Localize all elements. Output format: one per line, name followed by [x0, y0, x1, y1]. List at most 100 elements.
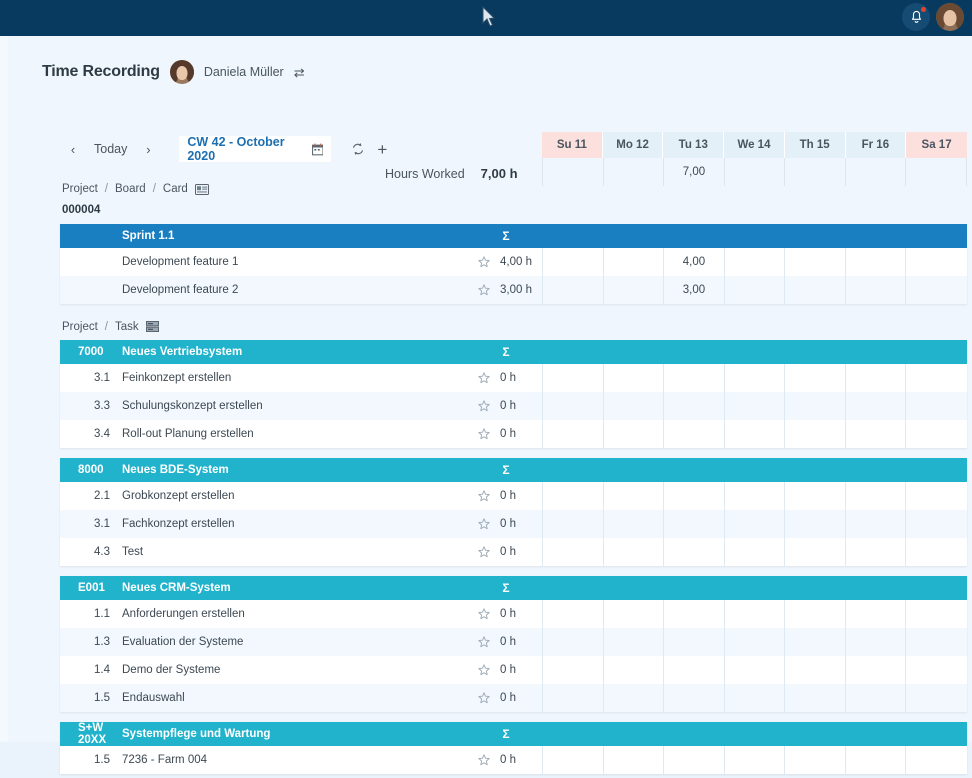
previous-week-button[interactable]: ‹	[60, 137, 86, 161]
favorite-star-icon[interactable]	[478, 608, 490, 620]
table-row[interactable]: 4.3Test0 h	[60, 538, 967, 566]
day-cell-5[interactable]	[846, 656, 907, 684]
favorite-star-icon[interactable]	[478, 518, 490, 530]
day-cell-3[interactable]	[725, 746, 786, 774]
section-header[interactable]: E001Neues CRM-SystemΣ	[60, 576, 967, 600]
section-header[interactable]: Sprint 1.1Σ	[60, 224, 967, 248]
table-row[interactable]: 1.57236 - Farm 0040 h	[60, 746, 967, 774]
day-cell-0[interactable]	[543, 600, 604, 628]
favorite-toggle[interactable]	[470, 256, 498, 268]
refresh-button[interactable]	[349, 140, 367, 158]
day-cell-6[interactable]	[906, 392, 967, 420]
day-cell-2[interactable]	[664, 628, 725, 656]
day-cell-0[interactable]	[543, 510, 604, 538]
day-cell-4[interactable]	[785, 746, 846, 774]
day-cell-0[interactable]	[543, 364, 604, 392]
day-cell-1[interactable]	[604, 482, 665, 510]
day-cell-4[interactable]	[785, 510, 846, 538]
day-cell-0[interactable]	[543, 746, 604, 774]
day-cell-4[interactable]	[785, 420, 846, 448]
day-cell-1[interactable]	[604, 538, 665, 566]
table-row[interactable]: 1.3Evaluation der Systeme0 h	[60, 628, 967, 656]
day-cell-4[interactable]	[785, 684, 846, 712]
day-cell-3[interactable]	[725, 248, 786, 276]
day-cell-6[interactable]	[906, 684, 967, 712]
favorite-star-icon[interactable]	[478, 754, 490, 766]
day-cell-1[interactable]	[604, 656, 665, 684]
navbar-avatar[interactable]	[936, 3, 964, 31]
day-header-0[interactable]: Su 11	[542, 132, 603, 158]
day-cell-2[interactable]	[664, 684, 725, 712]
breadcrumb-item-board[interactable]: Board	[115, 183, 146, 195]
day-cell-1[interactable]	[604, 420, 665, 448]
favorite-toggle[interactable]	[470, 284, 498, 296]
day-cell-0[interactable]	[543, 482, 604, 510]
next-week-button[interactable]: ›	[135, 137, 161, 161]
breadcrumb-item-card[interactable]: Card	[163, 183, 188, 195]
favorite-toggle[interactable]	[470, 608, 498, 620]
day-cell-3[interactable]	[725, 656, 786, 684]
day-cell-5[interactable]	[846, 538, 907, 566]
day-cell-1[interactable]	[604, 248, 665, 276]
user-avatar[interactable]	[170, 60, 194, 84]
day-cell-5[interactable]	[846, 420, 907, 448]
day-cell-2[interactable]	[664, 746, 725, 774]
day-cell-4[interactable]	[785, 628, 846, 656]
day-cell-2[interactable]	[664, 656, 725, 684]
notifications-button[interactable]	[902, 3, 930, 31]
favorite-star-icon[interactable]	[478, 400, 490, 412]
today-button[interactable]: Today	[86, 142, 135, 156]
breadcrumb-item-project[interactable]: Project	[62, 321, 98, 333]
table-row[interactable]: 2.1Grobkonzept erstellen0 h	[60, 482, 967, 510]
favorite-star-icon[interactable]	[478, 428, 490, 440]
table-row[interactable]: 1.5Endauswahl0 h	[60, 684, 967, 712]
day-cell-3[interactable]	[725, 684, 786, 712]
day-cell-2[interactable]: 3,00	[664, 276, 725, 304]
favorite-star-icon[interactable]	[478, 284, 490, 296]
table-row[interactable]: 3.1Fachkonzept erstellen0 h	[60, 510, 967, 538]
day-cell-1[interactable]	[604, 364, 665, 392]
day-cell-4[interactable]	[785, 276, 846, 304]
favorite-toggle[interactable]	[470, 400, 498, 412]
day-cell-6[interactable]	[906, 538, 967, 566]
day-cell-0[interactable]	[543, 276, 604, 304]
day-cell-6[interactable]	[906, 420, 967, 448]
day-cell-2[interactable]	[664, 600, 725, 628]
section-header[interactable]: 8000Neues BDE-SystemΣ	[60, 458, 967, 482]
favorite-toggle[interactable]	[470, 428, 498, 440]
day-cell-2[interactable]	[664, 392, 725, 420]
table-row[interactable]: 3.1Feinkonzept erstellen0 h	[60, 364, 967, 392]
day-cell-4[interactable]	[785, 392, 846, 420]
day-cell-1[interactable]	[604, 746, 665, 774]
day-cell-4[interactable]	[785, 656, 846, 684]
day-cell-4[interactable]	[785, 600, 846, 628]
day-header-2[interactable]: Tu 13	[663, 132, 724, 158]
day-header-1[interactable]: Mo 12	[603, 132, 664, 158]
day-cell-1[interactable]	[604, 276, 665, 304]
day-cell-3[interactable]	[725, 628, 786, 656]
day-cell-3[interactable]	[725, 482, 786, 510]
favorite-star-icon[interactable]	[478, 256, 490, 268]
day-cell-3[interactable]	[725, 538, 786, 566]
day-cell-1[interactable]	[604, 510, 665, 538]
day-cell-3[interactable]	[725, 364, 786, 392]
day-cell-5[interactable]	[846, 628, 907, 656]
favorite-toggle[interactable]	[470, 692, 498, 704]
day-cell-2[interactable]	[664, 420, 725, 448]
day-cell-5[interactable]	[846, 600, 907, 628]
day-cell-2[interactable]: 4,00	[664, 248, 725, 276]
favorite-star-icon[interactable]	[478, 636, 490, 648]
favorite-star-icon[interactable]	[478, 546, 490, 558]
day-header-3[interactable]: We 14	[724, 132, 785, 158]
section-header[interactable]: S+W 20XXSystempflege und WartungΣ	[60, 722, 967, 746]
day-cell-6[interactable]	[906, 248, 967, 276]
day-cell-0[interactable]	[543, 656, 604, 684]
favorite-star-icon[interactable]	[478, 664, 490, 676]
favorite-star-icon[interactable]	[478, 490, 490, 502]
day-cell-0[interactable]	[543, 684, 604, 712]
day-cell-4[interactable]	[785, 482, 846, 510]
day-header-4[interactable]: Th 15	[785, 132, 846, 158]
day-cell-4[interactable]	[785, 248, 846, 276]
day-cell-0[interactable]	[543, 392, 604, 420]
day-cell-0[interactable]	[543, 248, 604, 276]
